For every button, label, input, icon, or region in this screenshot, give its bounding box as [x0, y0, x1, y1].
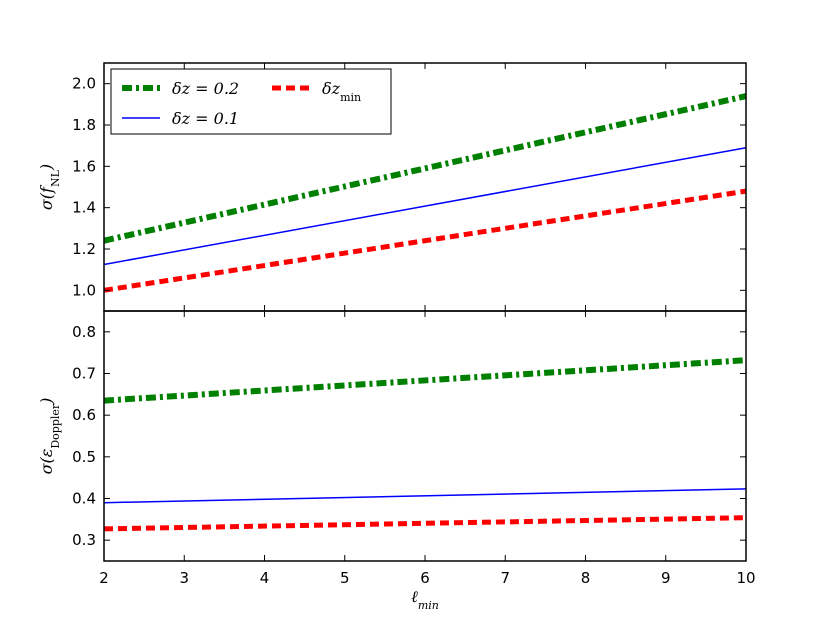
bottom-ytick-label-0: 0.3 [72, 531, 96, 549]
bottom-ytick-label-5: 0.8 [72, 323, 96, 341]
svg-text:ℓmin: ℓmin [411, 587, 439, 612]
legend-box [110, 68, 392, 135]
top-ytick-label-2: 1.4 [72, 199, 96, 217]
legend: δz = 0.2 δz = 0.1 δzmin [110, 68, 392, 135]
xtick-label-4: 6 [420, 569, 430, 587]
top-panel: 1.0 1.2 1.4 1.6 1.8 2.0 σ(fNL) δz = 0.2 δz = … [37, 62, 747, 312]
bottom-ytick-label-4: 0.7 [72, 365, 96, 383]
top-series-line-1 [103, 146, 747, 266]
top-series-group [103, 93, 747, 293]
bottom-ytick-label-3: 0.6 [72, 406, 96, 424]
top-ytick-label-5: 2.0 [72, 75, 96, 93]
xtick-label-1: 3 [179, 569, 189, 587]
bottom-series-group [103, 357, 747, 532]
top-ytick-label-4: 1.8 [72, 116, 96, 134]
bottom-y-ticks: 0.3 0.4 0.5 0.6 0.7 0.8 [72, 323, 746, 549]
xtick-label-3: 5 [340, 569, 350, 587]
xtick-label-0: 2 [99, 569, 109, 587]
xtick-label-8: 10 [736, 569, 755, 587]
xtick-label-7: 9 [661, 569, 671, 587]
xtick-label-6: 8 [581, 569, 591, 587]
top-series-line-2 [103, 188, 747, 293]
legend-label-dz02: δz = 0.2 [172, 79, 239, 98]
bottom-ytick-label-1: 0.4 [72, 490, 96, 508]
top-x-ticks [103, 63, 747, 311]
bottom-axes-frame [103, 310, 747, 562]
svg-text:σ(εDoppler): σ(εDoppler) [37, 398, 62, 475]
bottom-ytick-label-2: 0.5 [72, 448, 96, 466]
top-ytick-label-1: 1.2 [72, 240, 96, 258]
top-y-ticks: 1.0 1.2 1.4 1.6 1.8 2.0 [72, 75, 746, 299]
xtick-label-2: 4 [260, 569, 270, 587]
bottom-panel: 0.3 0.4 0.5 0.6 0.7 0.8 2 3 4 5 6 7 8 9 10 σ(εDoppler… [37, 310, 756, 612]
x-axis-label: ℓmin [411, 587, 439, 612]
top-ytick-label-0: 1.0 [72, 281, 96, 299]
bottom-y-axis-label: σ(εDoppler) [37, 398, 62, 475]
top-series-line-0 [103, 93, 747, 244]
bottom-series-line-2 [103, 515, 747, 532]
legend-label-dz01: δz = 0.1 [172, 109, 239, 128]
top-y-axis-label: σ(fNL) [37, 164, 62, 210]
bottom-x-ticks: 2 3 4 5 6 7 8 9 10 [99, 311, 756, 587]
bottom-series-line-1 [103, 488, 747, 504]
bottom-series-line-0 [103, 357, 747, 404]
svg-text:σ(fNL): σ(fNL) [37, 164, 62, 210]
xtick-label-5: 7 [500, 569, 510, 587]
top-ytick-label-3: 1.6 [72, 157, 96, 175]
